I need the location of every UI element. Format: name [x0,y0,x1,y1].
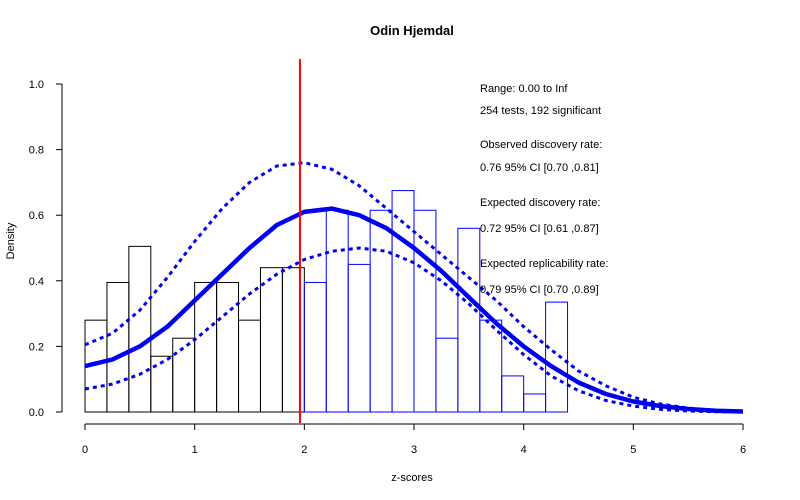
histogram-bar [194,281,218,413]
y-tick-label: 1.0 [29,79,44,91]
ci-upper-line [84,161,744,413]
x-tick-label: 1 [192,444,198,456]
annotation-line: Range: 0.00 to Inf [480,83,568,95]
annotation-line: 0.79 95% CI [0.70 ,0.89] [480,284,599,296]
annotation-line: Observed discovery rate: [480,139,602,151]
annotation-block: Range: 0.00 to Inf 254 tests, 192 signifi… [480,83,608,296]
x-axis-title: z-scores [391,472,433,484]
fitted-density-line [84,206,744,414]
x-tick-label: 0 [82,444,88,456]
histogram-bar [413,209,437,413]
y-tick-label: 0.8 [29,145,44,157]
histogram-bar [281,267,305,413]
histogram-bar [347,263,371,413]
y-tick-label: 0.6 [29,210,44,222]
histogram-bar [325,209,349,413]
histogram-bar [369,209,393,413]
histogram-bar [545,301,569,413]
histogram-bar [391,190,415,413]
histogram-bar [259,267,283,413]
x-tick-label: 2 [301,444,307,456]
histogram-bar [216,281,240,413]
annotation-line: 0.72 95% CI [0.61 ,0.87] [480,223,599,235]
annotation-line: 0.76 95% CI [0.70 ,0.81] [480,162,599,174]
histogram-bar [150,355,174,413]
density-curves [84,59,744,423]
annotation-line: Expected replicability rate: [480,258,608,270]
histogram-bar [303,281,327,413]
x-tick-label: 6 [740,444,746,456]
histogram-bar [238,319,261,413]
axes: 0 1 2 3 4 5 6 0.0 0.2 0.4 0.6 0.8 1.0 [29,79,746,456]
x-tick-label: 3 [411,444,417,456]
y-axis-title: Density [5,222,17,259]
histogram-bar [128,245,152,413]
y-tick-label: 0.4 [29,276,44,288]
chart-title: Odin Hjemdal [370,23,454,38]
x-tick-label: 5 [630,444,636,456]
annotation-line: Expected discovery rate: [480,197,600,209]
histogram-bar [523,393,547,413]
x-tick-label: 4 [521,444,527,456]
y-tick-label: 0.0 [29,407,44,419]
histogram-bar [106,281,130,413]
ci-lower-line [84,246,744,414]
histogram-bar [435,337,459,413]
histogram-bar [457,227,481,413]
histogram-bars [84,190,569,413]
annotation-line: 254 tests, 192 significant [480,105,601,117]
y-tick-label: 0.2 [29,341,44,353]
histogram-bar [501,375,525,413]
